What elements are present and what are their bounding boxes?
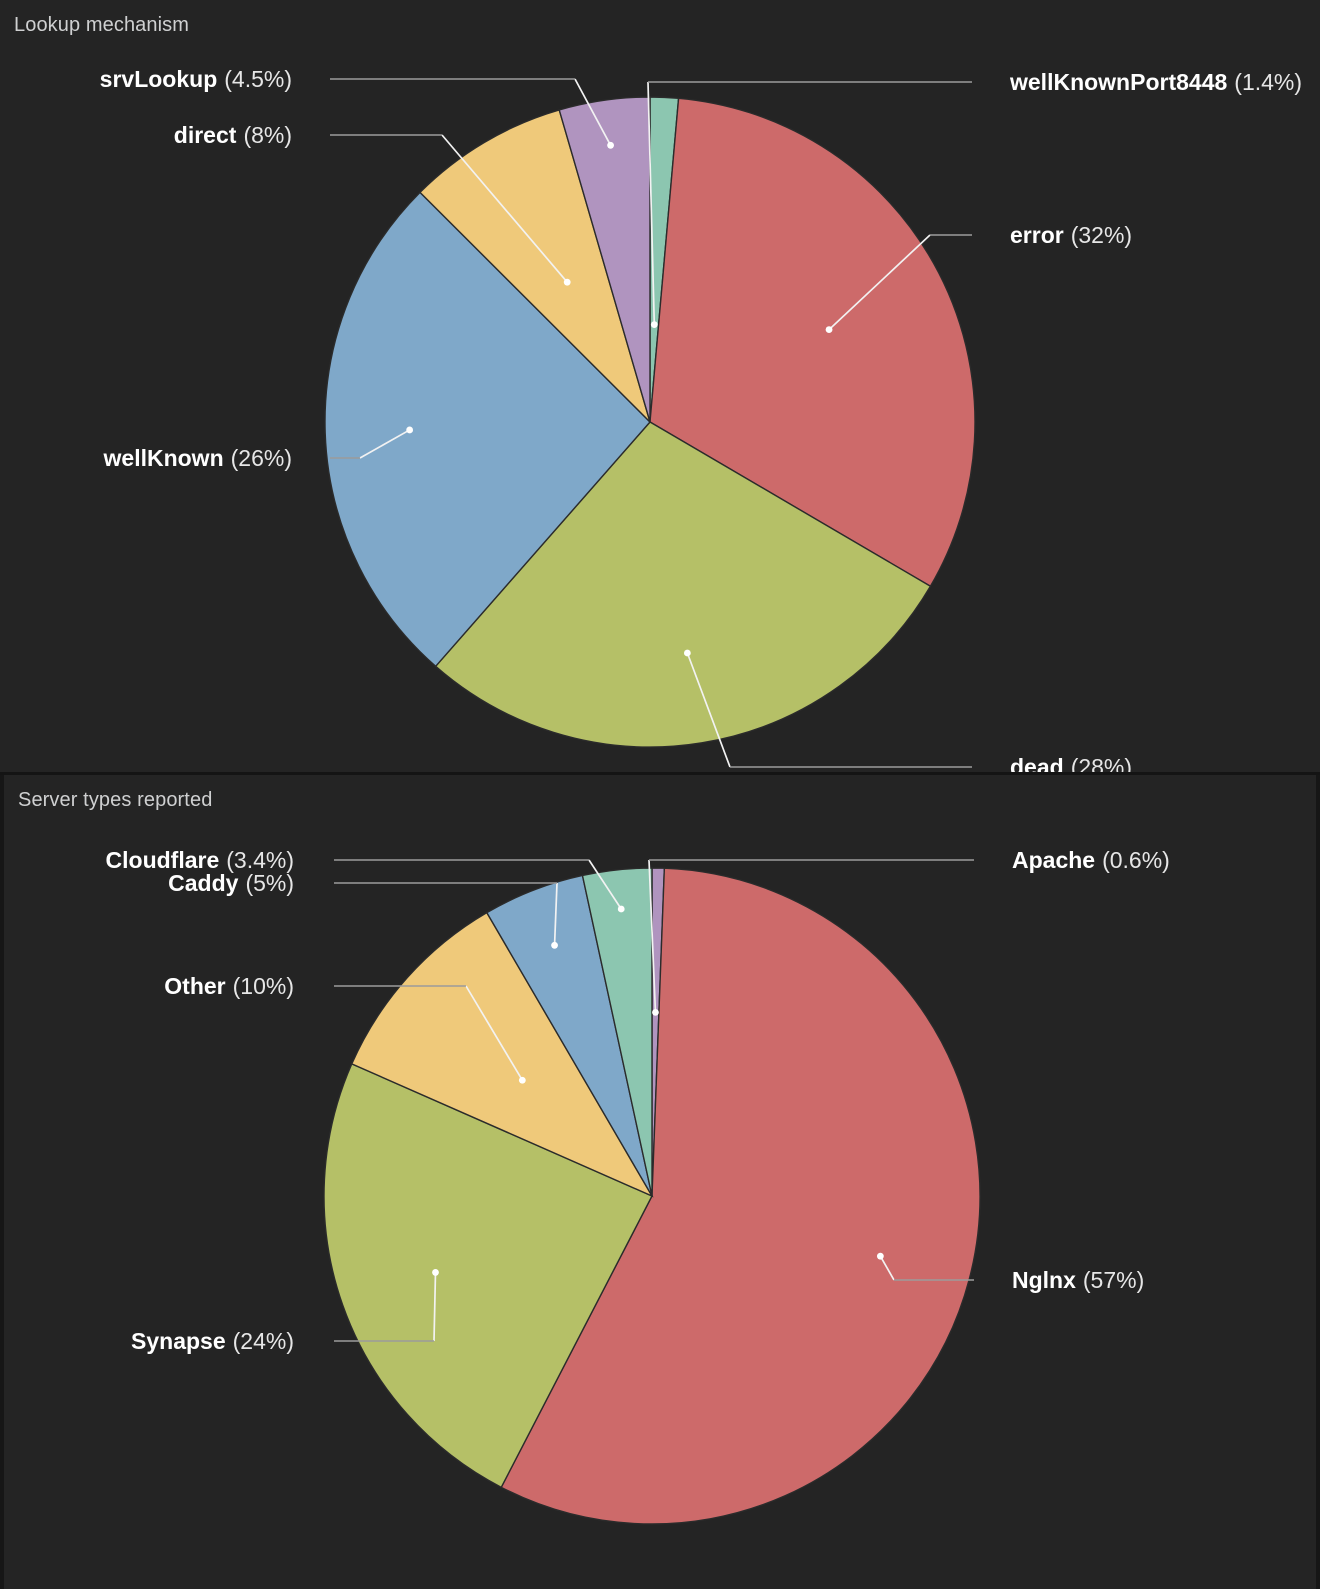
pie-slice-label-percent: (26%) [231,445,292,471]
pie-slice[interactable] [434,421,932,748]
pie-label-dot [518,1076,526,1084]
pie-label-group: srvLookup (4.5%) [100,66,614,149]
pie-label-dot [432,1269,439,1276]
pie-slice-label-percent: (3.4%) [226,847,294,873]
pie-label-group: Nglnx (57%) [876,1252,1144,1293]
pie-label-group: wellKnownPort8448 (1.4%) [647,69,1302,328]
pie-label-dot [652,1008,659,1016]
pie-slice-label-name: Apache [1012,847,1095,873]
pie-label-spoke [441,134,568,283]
pie-label-spoke [647,81,656,325]
pie-label-group: Cloudflare (3.4%) [106,847,625,913]
pie-slice-label: Other (10%) [164,973,294,999]
pie-slice-label: error (32%) [1010,222,1132,248]
pie-slice-label: wellKnown (26%) [103,445,292,471]
panel-lookup-mechanism[interactable]: Lookup mechanism wellKnownPort8448 (1.4%)… [0,0,1320,775]
pie-slice-label-percent: (28%) [1071,754,1132,775]
pie-label-dot [876,1252,884,1260]
pie-label-group: error (32%) [825,222,1132,333]
pie-slice[interactable] [581,867,653,1197]
pie-label-spoke [648,859,657,1013]
pie-label-dot [825,326,833,333]
pie-label-spoke [553,882,558,946]
pie-slice-label-percent: (4.5%) [224,66,292,92]
pie-chart-server-types-reported[interactable]: Apache (0.6%) Nglnx (57%) Synapse (24%) Other (… [4,775,1316,1589]
pie-label-spoke [574,78,612,146]
pie-label-dot [683,649,691,657]
pie-slice-label-percent: (10%) [233,973,294,999]
pie-label-spoke [686,652,731,768]
pie-slice[interactable] [350,911,654,1198]
pie-slice-label: dead (28%) [1010,754,1132,775]
pie-label-dot [650,321,658,328]
pie-slice-label-percent: (1.4%) [1234,69,1302,95]
panel-title-lookup-mechanism: Lookup mechanism [14,14,190,36]
pie-label-dot [551,941,558,949]
pie-label-group: Synapse (24%) [131,1269,439,1354]
panel-server-types-reported[interactable]: Server types reported Apache (0.6%) Nglnx (… [4,775,1316,1589]
pie-slice-label-name: error [1010,222,1064,248]
pie-label-dot [617,905,625,913]
panel-title-server-types-reported: Server types reported [18,789,213,811]
pie-slice-label-name: Caddy [168,870,239,896]
pie-label-dot [406,426,414,434]
pie-slice-label-name: Synapse [131,1328,226,1354]
pie-slice-label: Caddy (5%) [168,870,294,896]
pie-chart-lookup-mechanism[interactable]: wellKnownPort8448 (1.4%) error (32%) dead (28… [0,0,1320,775]
pie-slice[interactable] [649,97,976,588]
pie-slice-label-name: Nglnx [1012,1267,1076,1293]
pie-label-group: wellKnown (26%) [103,426,414,471]
pie-label-group: Caddy (5%) [168,870,558,949]
pie-slice-label-name: direct [174,122,237,148]
pie-slice-label: Cloudflare (3.4%) [106,847,294,873]
pie-label-spoke [359,429,411,459]
pie-slice-label: direct (8%) [174,122,292,148]
pie-slice-label-name: wellKnown [103,445,224,471]
pie-slice-label: Nglnx (57%) [1012,1267,1144,1293]
pie-slice-label: Synapse (24%) [131,1328,294,1354]
pie-label-dot [563,278,571,286]
pie-label-group: Apache (0.6%) [648,847,1170,1016]
pie-label-dot [607,141,614,149]
pie-slice[interactable] [323,1062,653,1489]
pie-label-spoke [433,1272,437,1342]
pie-slice[interactable] [558,96,651,423]
pie-label-spoke [879,1255,895,1281]
pie-slice-label-name: Cloudflare [106,847,220,873]
pie-slice-label-percent: (8%) [243,122,292,148]
pie-slice-label-percent: (57%) [1083,1267,1144,1293]
pie-label-group: dead (28%) [683,649,1132,775]
pie-slice-label-percent: (32%) [1071,222,1132,248]
pie-label-spoke [828,234,931,331]
pie-label-spoke [588,859,622,910]
pie-slice[interactable] [324,191,651,668]
pie-slice-label: Apache (0.6%) [1012,847,1170,873]
pie-slice[interactable] [419,109,651,423]
pie-slice-label-name: Other [164,973,225,999]
pie-slice-label-percent: (0.6%) [1102,847,1170,873]
pie-label-spoke [465,985,524,1081]
pie-slice-label-name: dead [1010,754,1064,775]
pie-slice-label-name: wellKnownPort8448 [1009,69,1227,95]
pie-label-group: direct (8%) [174,122,571,286]
pie-label-group: Other (10%) [164,973,526,1084]
pie-slice-label: wellKnownPort8448 (1.4%) [1009,69,1302,95]
pie-slice-label-percent: (24%) [233,1328,294,1354]
pie-slice-label: srvLookup (4.5%) [100,66,292,92]
pie-slice-label-name: srvLookup [100,66,218,92]
pie-slice-label-percent: (5%) [245,870,294,896]
